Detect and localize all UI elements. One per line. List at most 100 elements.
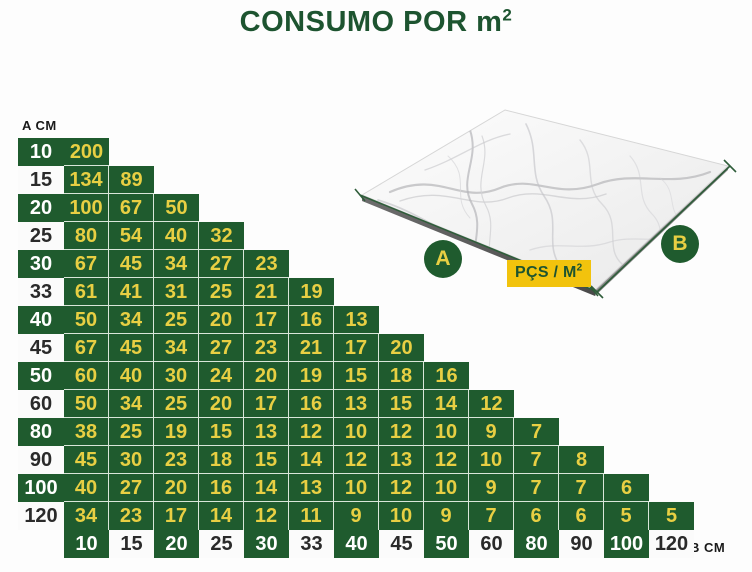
table-cell: 9: [334, 502, 379, 530]
column-header-90: 90: [559, 530, 604, 558]
table-row: 120 34 23 17 14 12 11 9 10 9 7 6 6 5 5: [18, 502, 694, 530]
row-header-50: 50: [18, 362, 64, 390]
pcs-badge-superscript: 2: [576, 262, 583, 274]
table-cell: 200: [64, 138, 109, 166]
table-cell: 12: [379, 418, 424, 446]
table-cell: 16: [424, 362, 469, 390]
table-cell: 20: [199, 306, 244, 334]
table-cell: 18: [199, 446, 244, 474]
table-row: 60 50 34 25 20 17 16 13 15 14 12: [18, 390, 694, 418]
table-cell: 10: [334, 418, 379, 446]
table-cell: 40: [64, 474, 109, 502]
table-cell: 25: [109, 418, 154, 446]
table-cell: 20: [379, 334, 424, 362]
column-header-40: 40: [334, 530, 379, 558]
table-cell: 9: [424, 502, 469, 530]
table-cell: 14: [244, 474, 289, 502]
table-cell: 7: [514, 418, 559, 446]
table-row: 20 100 67 50: [18, 194, 694, 222]
table-cell: 60: [64, 362, 109, 390]
table-cell: 15: [199, 418, 244, 446]
table-cell: 14: [289, 446, 334, 474]
table-cell: 20: [244, 362, 289, 390]
table-cell: 45: [64, 446, 109, 474]
table-row: 33 61 41 31 25 21 19: [18, 278, 694, 306]
table-cell: 17: [244, 306, 289, 334]
dimension-line-b: [590, 159, 737, 299]
column-header-33: 33: [289, 530, 334, 558]
table-cell: 19: [289, 362, 334, 390]
table-cell: 34: [109, 390, 154, 418]
table-cell: 7: [514, 474, 559, 502]
table-cell: 25: [154, 390, 199, 418]
table-cell: 67: [64, 334, 109, 362]
table-cell: 23: [244, 334, 289, 362]
table-cell: 18: [379, 362, 424, 390]
page-title-superscript: 2: [502, 5, 513, 25]
table-cell: 12: [424, 446, 469, 474]
row-header-30: 30: [18, 250, 64, 278]
row-header-10: 10: [18, 138, 64, 166]
table-cell: 5: [649, 502, 694, 530]
table-row: 45 67 45 34 27 23 21 17 20: [18, 334, 694, 362]
table-cell: 21: [244, 278, 289, 306]
table-cell: 9: [469, 474, 514, 502]
table-cell: 12: [244, 502, 289, 530]
table-cell: 31: [154, 278, 199, 306]
column-header-10: 10: [64, 530, 109, 558]
table-cell: 11: [289, 502, 334, 530]
column-header-120: 120: [649, 530, 694, 558]
row-header-100: 100: [18, 474, 64, 502]
table-cell: 13: [334, 306, 379, 334]
column-header-25: 25: [199, 530, 244, 558]
table-cell: 61: [64, 278, 109, 306]
table-cell: 10: [469, 446, 514, 474]
row-header-45: 45: [18, 334, 64, 362]
table-cell: 16: [199, 474, 244, 502]
table-cell: 13: [379, 446, 424, 474]
pcs-badge-text: PÇS / M: [515, 264, 577, 281]
table-cell: 54: [109, 222, 154, 250]
table-row: 90 45 30 23 18 15 14 12 13 12 10 7 8: [18, 446, 694, 474]
table-cell: 21: [289, 334, 334, 362]
table-cell: 23: [154, 446, 199, 474]
table-cell: 41: [109, 278, 154, 306]
table-cell: 67: [109, 194, 154, 222]
table-cell: 16: [289, 306, 334, 334]
tile-illustration: A B PÇS / M2: [330, 100, 752, 312]
table-cell: 40: [154, 222, 199, 250]
table-cell: 67: [64, 250, 109, 278]
table-cell: 5: [604, 502, 649, 530]
table-cell: 19: [289, 278, 334, 306]
column-header-15: 15: [109, 530, 154, 558]
pcs-per-m2-badge: PÇS / M2: [507, 260, 591, 287]
consumption-table: 10 200 15 134 89 20 100 67 50 25 80 54 40 32 30 67 45 34 2…: [18, 138, 694, 530]
table-row: 15 134 89: [18, 166, 694, 194]
table-cell: 7: [469, 502, 514, 530]
table-cell: 7: [559, 474, 604, 502]
table-row: 25 80 54 40 32: [18, 222, 694, 250]
row-header-90: 90: [18, 446, 64, 474]
col-axis-caption: B CM: [690, 540, 726, 555]
column-header-30: 30: [244, 530, 289, 558]
table-cell: 23: [244, 250, 289, 278]
table-cell: 13: [289, 474, 334, 502]
dimension-badge-a: A: [424, 240, 462, 278]
table-cell: 17: [334, 334, 379, 362]
table-cell: 100: [64, 194, 109, 222]
table-cell: 12: [379, 474, 424, 502]
table-cell: 45: [109, 250, 154, 278]
table-cell: 14: [199, 502, 244, 530]
dimension-badge-b: B: [661, 225, 699, 263]
table-cell: 12: [469, 390, 514, 418]
table-cell: 38: [64, 418, 109, 446]
page-title-text: CONSUMO POR m: [239, 6, 503, 38]
table-cell: 30: [109, 446, 154, 474]
table-cell: 30: [154, 362, 199, 390]
table-cell: 25: [199, 278, 244, 306]
table-row: 30 67 45 34 27 23: [18, 250, 694, 278]
table-cell: 15: [379, 390, 424, 418]
table-cell: 50: [154, 194, 199, 222]
column-header-50: 50: [424, 530, 469, 558]
table-cell: 19: [154, 418, 199, 446]
